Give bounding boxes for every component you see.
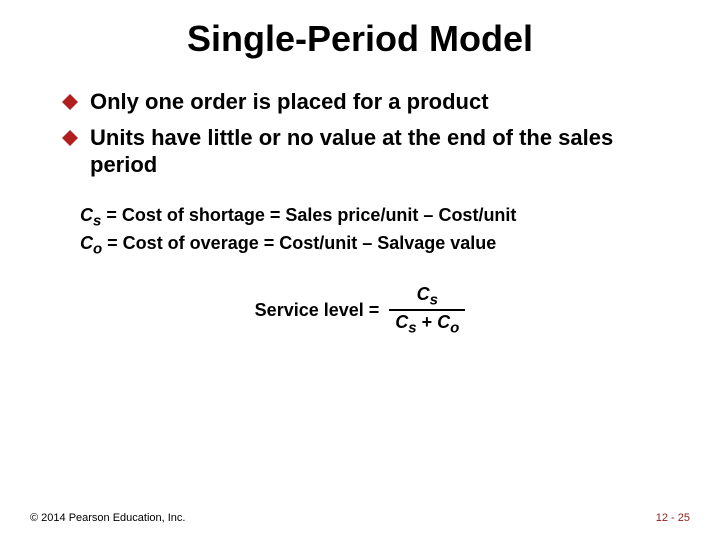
bullet-text: Units have little or no value at the end… [90, 124, 670, 179]
def-rhs: = Cost of overage = Cost/unit – Salvage … [102, 233, 496, 253]
bullet-text: Only one order is placed for a product [90, 88, 489, 116]
bullet-list: Only one order is placed for a product U… [62, 88, 670, 179]
footer: © 2014 Pearson Education, Inc. 12 - 25 [30, 512, 690, 524]
diamond-icon [62, 94, 78, 110]
definition-line: Co = Cost of overage = Cost/unit – Salva… [80, 233, 670, 258]
formula: Service level = Cs Cs + Co [50, 284, 670, 337]
fraction-denominator: Cs + Co [389, 309, 465, 337]
copyright-text: © 2014 Pearson Education, Inc. [30, 512, 185, 524]
definitions: Cs = Cost of shortage = Sales price/unit… [80, 205, 670, 258]
def-subscript: o [93, 241, 102, 258]
slide-title: Single-Period Model [50, 18, 670, 60]
formula-label: Service level = [255, 300, 380, 321]
diamond-icon [62, 130, 78, 146]
def-rhs: = Cost of shortage = Sales price/unit – … [101, 205, 516, 225]
definition-line: Cs = Cost of shortage = Sales price/unit… [80, 205, 670, 230]
page-number: 12 - 25 [656, 512, 690, 524]
list-item: Units have little or no value at the end… [62, 124, 670, 179]
fraction-numerator: Cs [389, 284, 465, 310]
fraction: Cs Cs + Co [389, 284, 465, 337]
list-item: Only one order is placed for a product [62, 88, 670, 116]
slide: Single-Period Model Only one order is pl… [0, 0, 720, 540]
def-symbol: C [80, 233, 93, 253]
def-symbol: C [80, 205, 93, 225]
